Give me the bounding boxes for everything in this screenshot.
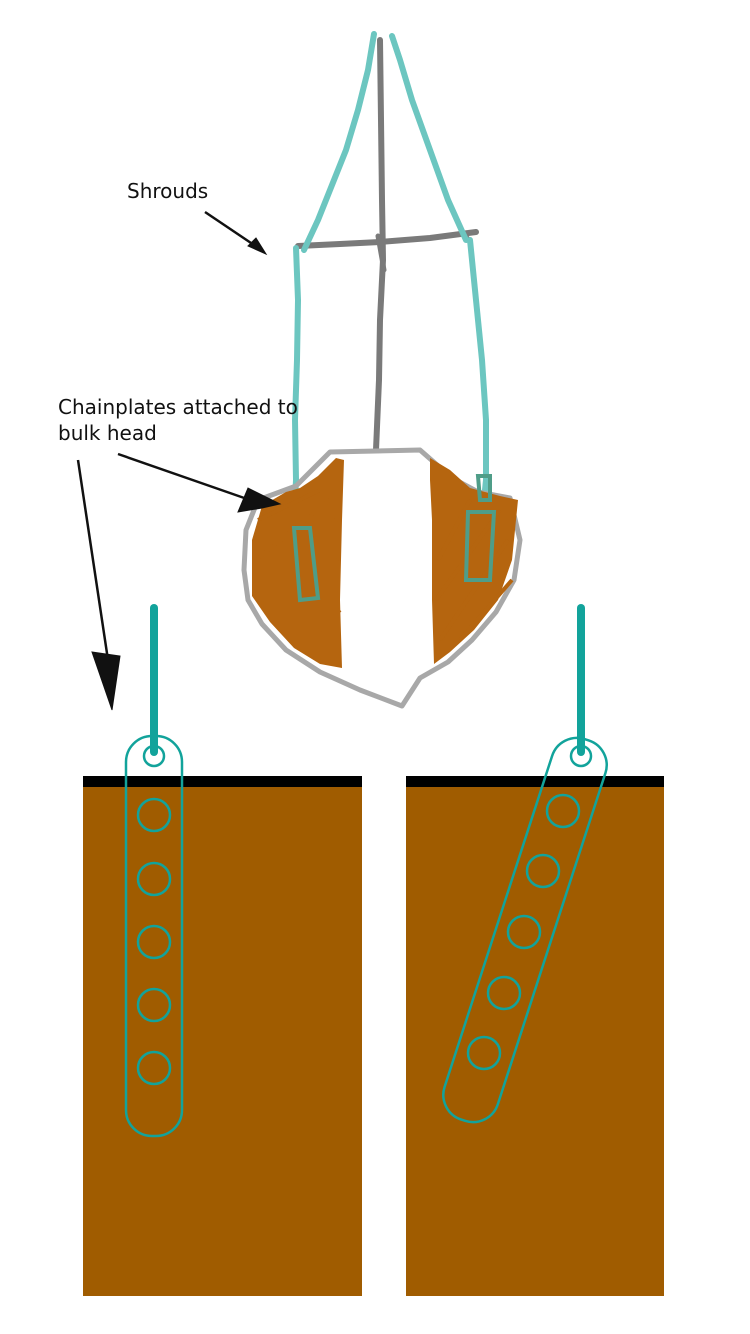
chainplate-hole <box>136 924 172 960</box>
hull-sketch <box>241 447 523 709</box>
chainplate-hole <box>486 975 522 1011</box>
upper-shroud-left <box>301 31 377 253</box>
chainplate-sketch-left <box>291 526 321 603</box>
chainplate-sketch-right <box>463 510 497 582</box>
chainplate-hole <box>136 987 172 1023</box>
chainplates-arrow-panel <box>76 459 121 711</box>
shroud-sketch <box>291 31 489 523</box>
chainplates-label-line1: Chainplates attached to <box>58 395 298 419</box>
lower-shroud-right <box>467 237 489 503</box>
deck-line-right <box>406 776 664 787</box>
chainplate-hole <box>136 861 172 897</box>
lower-shroud-left <box>291 245 301 523</box>
chainplates-arrow-hull-line <box>117 452 251 502</box>
panel-vertical-chainplate <box>83 604 362 1296</box>
bulkhead-right-fill <box>430 458 518 664</box>
chainplate-hole <box>545 793 581 829</box>
chainplate-hole <box>136 1050 172 1086</box>
chainplate-hole <box>136 797 172 833</box>
shrouds-label: Shrouds <box>127 179 208 203</box>
chainplate-eye-left <box>142 744 166 768</box>
chainplate-hole <box>506 914 542 950</box>
chainplate-angled <box>442 736 608 1124</box>
chainplates-arrow-hull <box>117 452 282 513</box>
shrouds-arrow <box>204 210 268 256</box>
spreader-tick <box>375 233 387 273</box>
chainplate-sketch-right-top <box>475 474 492 502</box>
chainplates-arrowhead-panel <box>91 651 121 711</box>
bulkhead-panel-left <box>83 786 362 1296</box>
bulkhead-right-sketch <box>430 458 518 664</box>
chainplate-eye-right <box>569 744 593 768</box>
shrouds-arrow-line <box>204 210 255 247</box>
deck-line-left <box>83 776 362 787</box>
chainplate-vertical <box>124 734 184 1138</box>
chainplates-arrowhead-hull <box>237 487 282 513</box>
upper-shroud-right <box>389 33 469 243</box>
chainplates-arrow-panel-line <box>76 459 110 661</box>
chainplate-angled-body <box>442 736 608 1124</box>
chainplate-hole <box>466 1035 502 1071</box>
panel-angled-chainplate <box>406 604 664 1296</box>
shrouds-arrowhead <box>247 237 268 256</box>
spreader-bar <box>295 229 479 249</box>
bulkhead-panel-right <box>406 786 664 1296</box>
chainplates-label-line2: bulk head <box>58 421 157 445</box>
mast-sketch <box>295 37 479 453</box>
chainplate-hole <box>525 853 561 889</box>
